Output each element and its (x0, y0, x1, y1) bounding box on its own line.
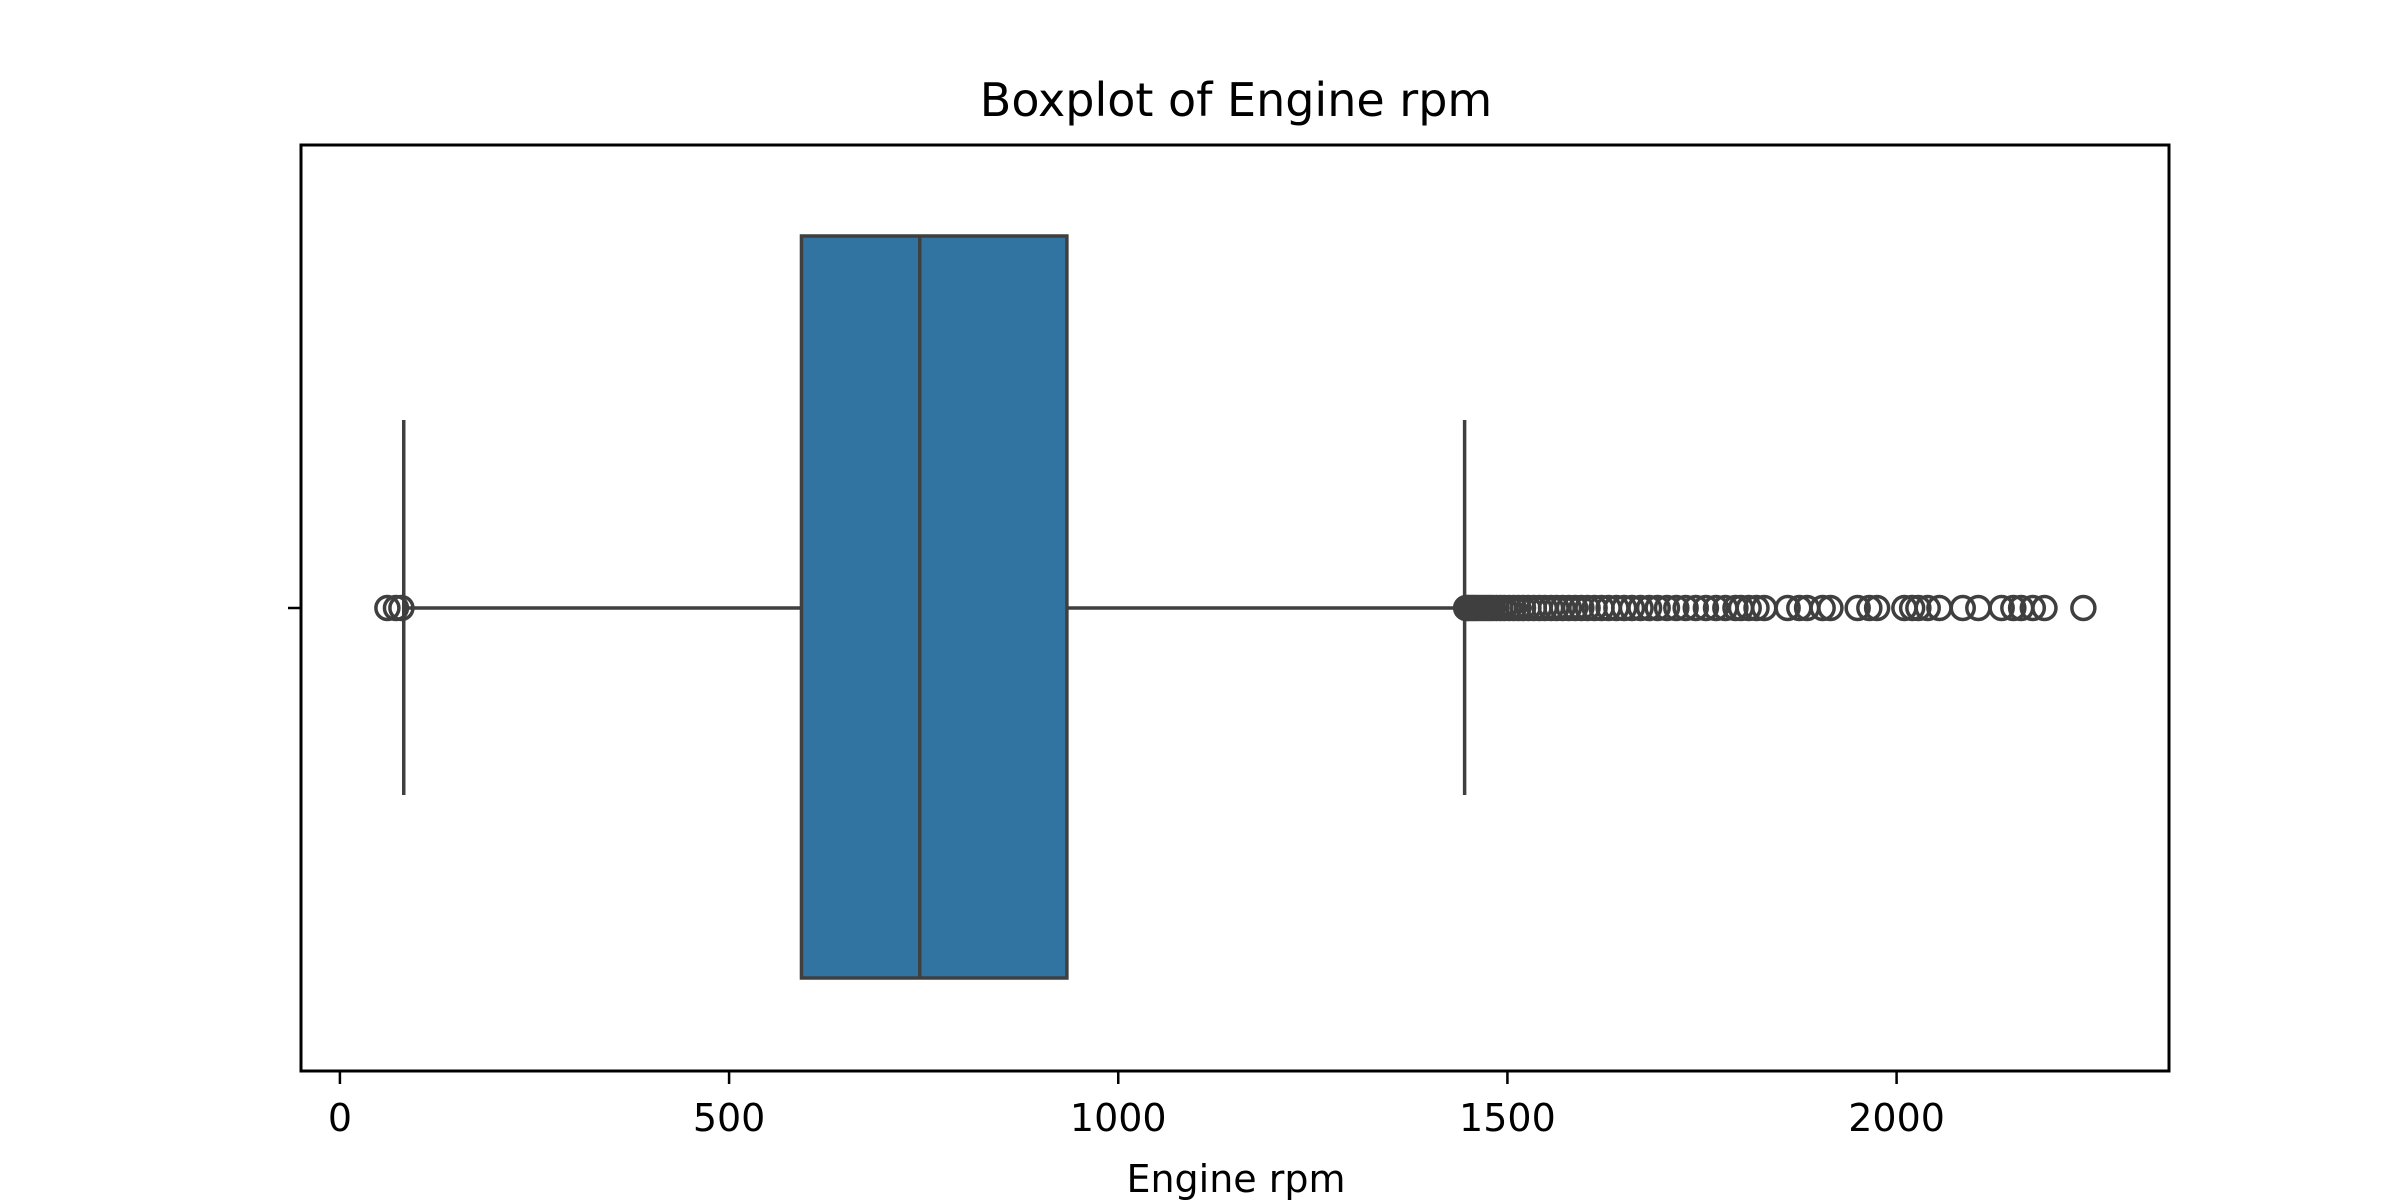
outlier-point (1610, 594, 1638, 622)
outlier-point (1905, 594, 1932, 622)
outlier-point (2070, 594, 2097, 622)
outlier-point (2019, 594, 2047, 622)
outlier-point (1635, 594, 1663, 622)
chart-marks (374, 234, 2097, 980)
x-tick-label: 0 (328, 1096, 352, 1140)
outlier-point (1988, 594, 2015, 622)
x-tick-label: 2000 (1848, 1096, 1945, 1140)
outlier-point (1743, 594, 1770, 622)
outlier-point (1856, 594, 1883, 622)
outlier-point (1692, 594, 1720, 622)
outlier-point (1702, 594, 1730, 622)
outlier-point (1863, 594, 1891, 622)
x-tick-label: 1000 (1070, 1096, 1167, 1140)
outlier-point (1627, 594, 1654, 622)
outlier-point (1644, 594, 1671, 622)
outlier-point (374, 594, 401, 622)
outlier-point (1735, 594, 1762, 622)
x-tick-label: 500 (693, 1096, 766, 1140)
outlier-point (2000, 594, 2027, 622)
x-tick-label: 1500 (1459, 1096, 1556, 1140)
outlier-point (1844, 594, 1871, 622)
x-axis-ticks: 0 500 1000 1500 2000 (328, 1071, 1945, 1140)
iqr-box (799, 234, 1069, 980)
outlier-point (1949, 594, 1976, 622)
outlier-point (1682, 594, 1710, 622)
outlier-point (388, 594, 415, 622)
outlier-point (1914, 594, 1941, 622)
x-axis-label: Engine rpm (1126, 1157, 1345, 1200)
outlier-point (1574, 594, 1601, 622)
outlier-point (2031, 594, 2058, 622)
outlier-point (1809, 594, 1836, 622)
outlier-point (1653, 594, 1681, 622)
outlier-point (1663, 594, 1690, 622)
outlier-point (1672, 594, 1699, 622)
chart-title: Boxplot of Engine rpm (980, 73, 1492, 127)
outlier-point (1817, 594, 1844, 622)
outlier-point (1774, 594, 1801, 622)
outlier-point (1618, 594, 1646, 622)
